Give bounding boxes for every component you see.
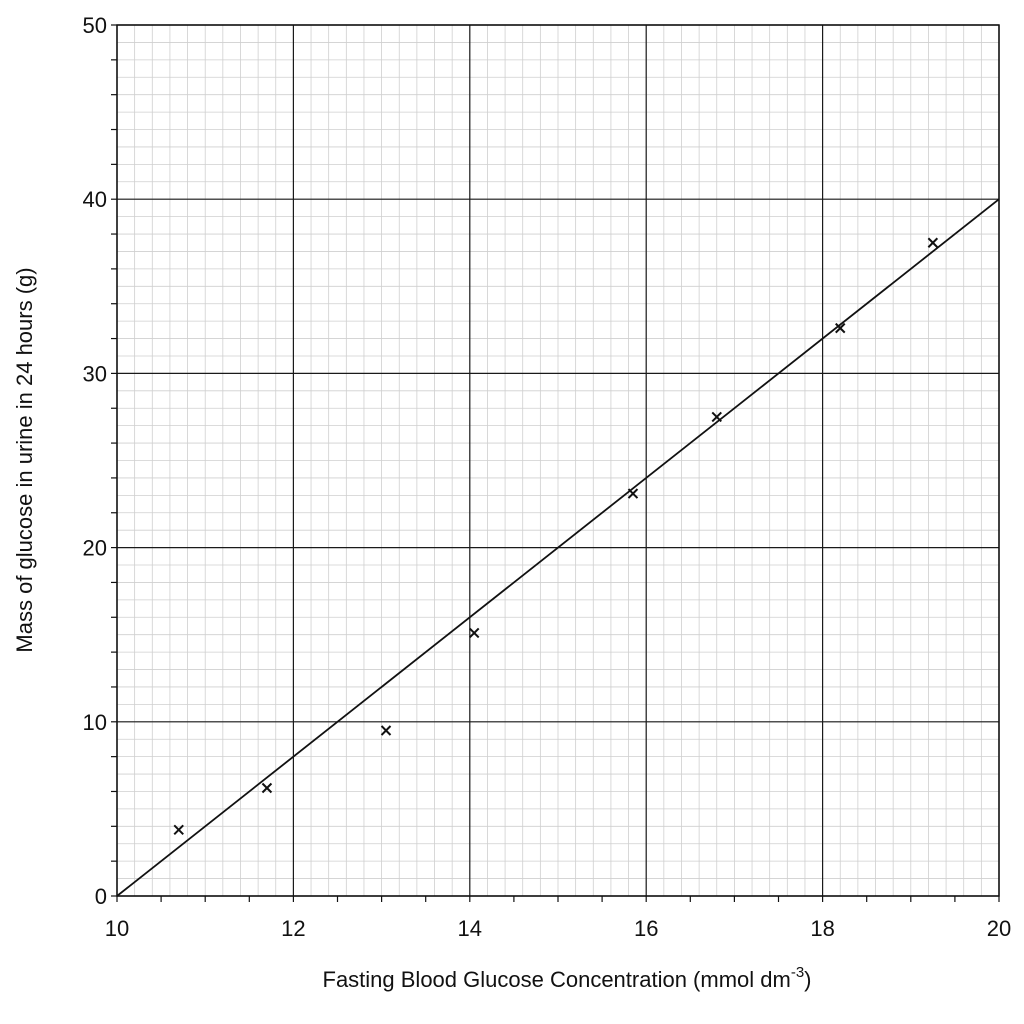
y-tick-label: 20 xyxy=(83,536,107,561)
data-point xyxy=(469,627,480,639)
y-axis-title: Mass of glucose in urine in 24 hours (g) xyxy=(12,267,37,652)
data-point xyxy=(261,782,273,794)
y-tick-label: 10 xyxy=(83,710,107,735)
y-tick-labels: 0 10 20 30 40 50 xyxy=(83,13,107,909)
data-point-stroke xyxy=(927,237,939,248)
x-tick-label: 20 xyxy=(987,916,1011,941)
data-point xyxy=(927,237,939,248)
data-point-stroke xyxy=(627,488,639,499)
data-point xyxy=(711,411,722,423)
y-tick-label: 40 xyxy=(83,187,107,212)
x-tick-label: 10 xyxy=(105,916,129,941)
data-point-stroke xyxy=(469,627,480,639)
x-tick-label: 16 xyxy=(634,916,658,941)
data-point-stroke xyxy=(835,322,846,334)
best-fit-line xyxy=(116,198,1000,897)
data-point xyxy=(835,322,846,334)
data-points xyxy=(173,237,939,836)
data-point-stroke xyxy=(173,824,184,836)
x-axis-title-main: Fasting Blood Glucose Concentration (mmo… xyxy=(323,967,791,992)
data-point-stroke xyxy=(261,782,273,794)
y-tick-label: 0 xyxy=(95,884,107,909)
x-tick-labels: 10 12 14 16 18 20 xyxy=(105,916,1011,941)
x-tick-label: 14 xyxy=(458,916,482,941)
data-point xyxy=(380,725,392,736)
data-point xyxy=(627,488,639,499)
x-axis-title-suffix: ) xyxy=(804,967,811,992)
data-point-stroke xyxy=(380,725,392,736)
best-fit-line-layer xyxy=(116,198,1000,897)
x-tick-label: 12 xyxy=(281,916,305,941)
x-tick-label: 18 xyxy=(810,916,834,941)
data-point-stroke xyxy=(711,411,722,423)
y-tick-label: 30 xyxy=(83,361,107,386)
x-axis-title-superscript: -3 xyxy=(791,964,804,981)
y-tick-label: 50 xyxy=(83,13,107,38)
axes xyxy=(111,24,1000,902)
minor-grid xyxy=(117,25,999,896)
x-axis-title: Fasting Blood Glucose Concentration (mmo… xyxy=(323,964,812,992)
data-point xyxy=(173,824,184,836)
